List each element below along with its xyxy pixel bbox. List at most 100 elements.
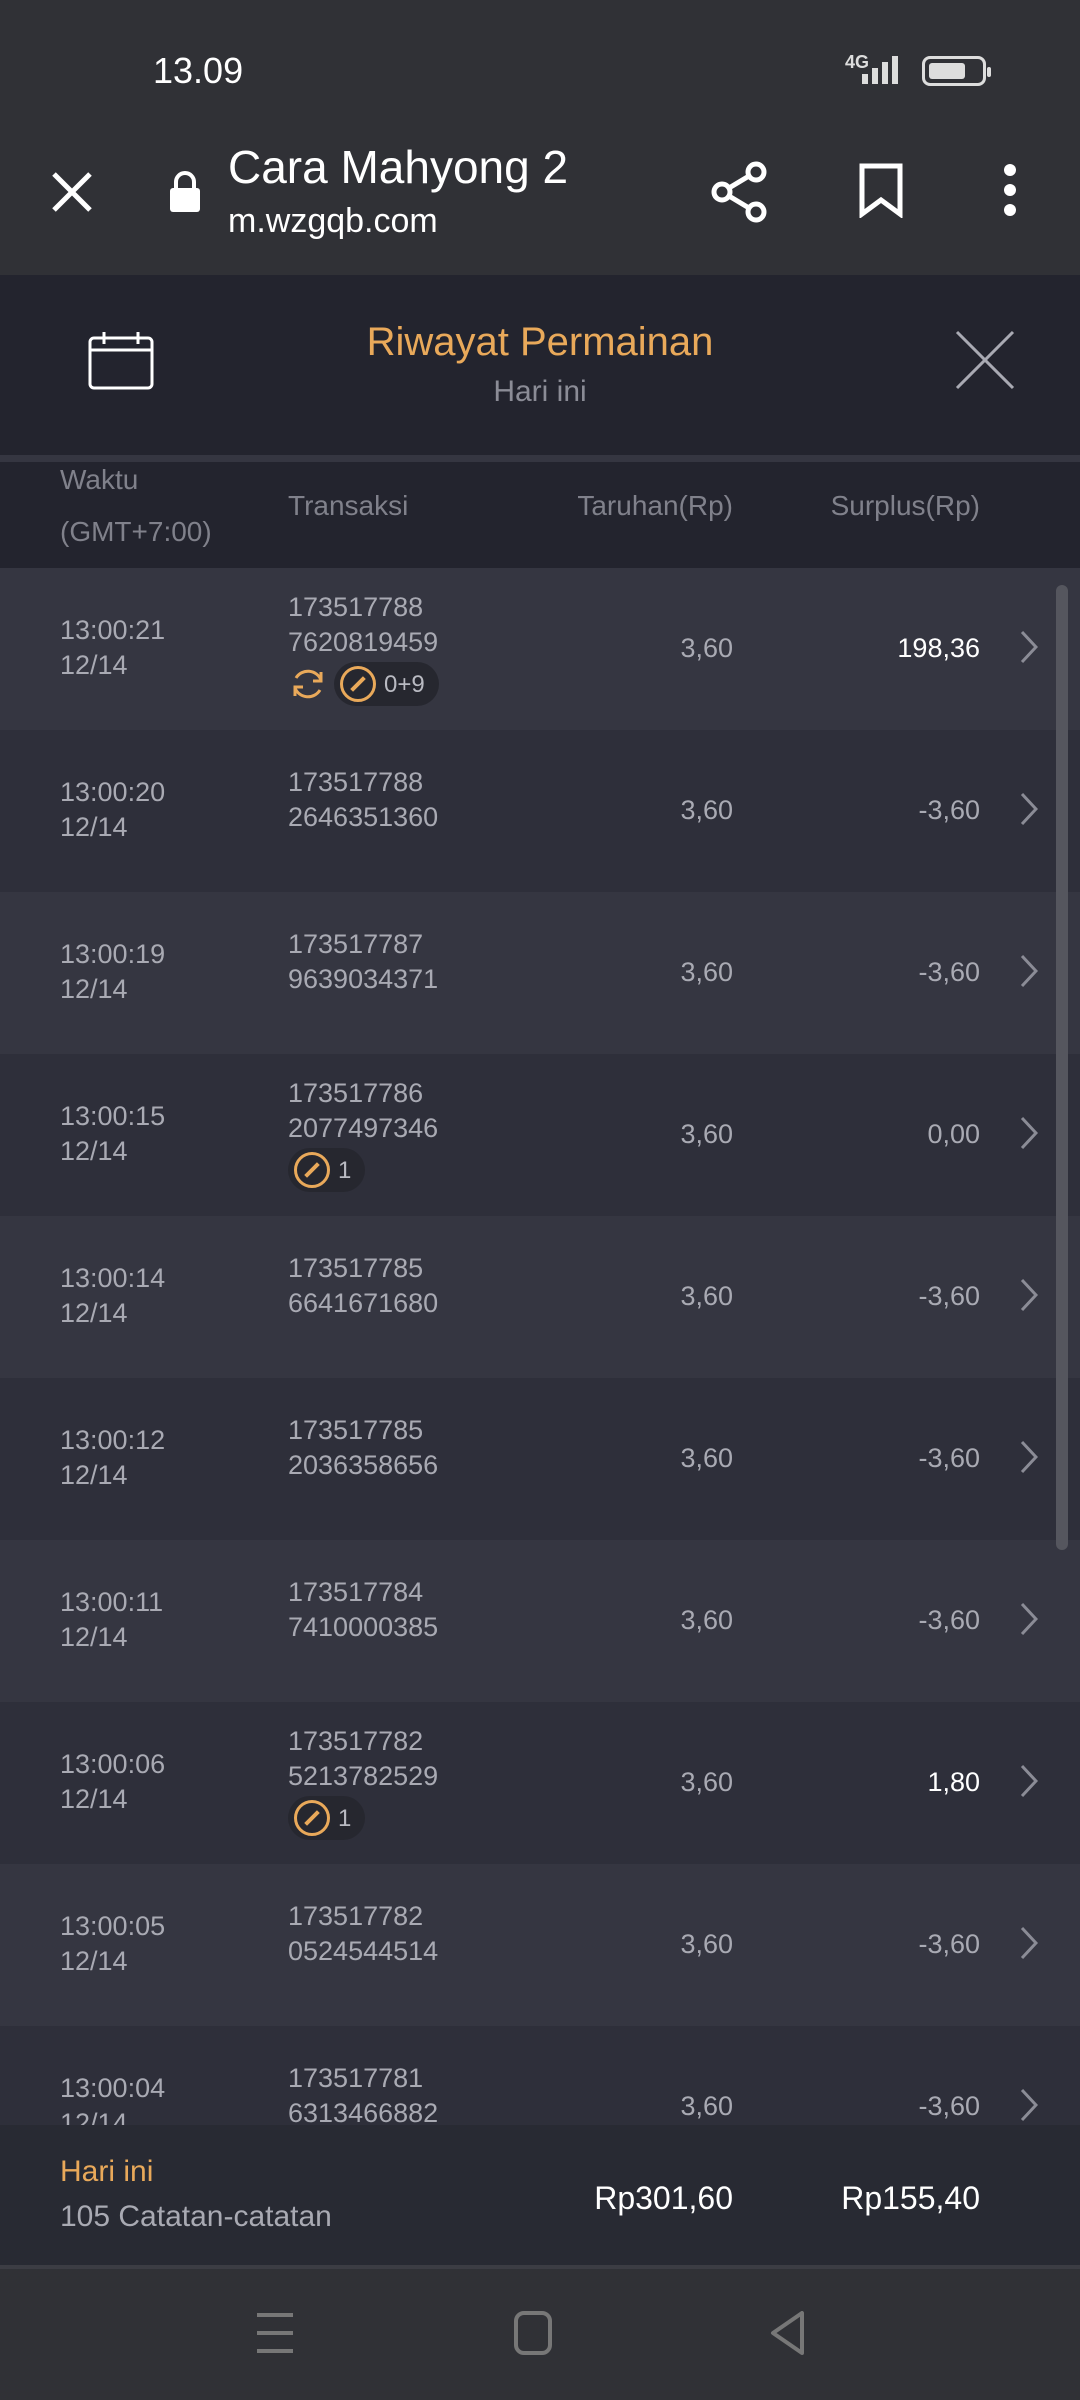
table-row[interactable]: 13:00:21 12/14 173517788 7620819459 0+9 3,60 1… [0,568,1080,730]
transaction-id-part2: 0524544514 [288,1936,439,1966]
time-value: 13:00:20 [60,777,166,807]
transaction-id-part2: 6313466882 [288,2098,439,2125]
row-bet: 3,60 [680,633,733,663]
transaction-id-part2: 6641671680 [288,1288,439,1318]
feature-badges: 1 [288,1148,438,1192]
row-surplus: -3,60 [918,1281,980,1311]
modal-subtitle: Hari ini [493,375,587,408]
table-row[interactable]: 13:00:14 12/14 173517785 6641671680 3,60 -3,6… [0,1216,1080,1378]
table-header: Waktu (GMT+7:00) Transaksi Taruhan(Rp) S… [0,462,1080,568]
row-surplus: -3,60 [918,795,980,825]
page-url[interactable]: m.wzgqb.com [228,202,438,240]
header-transaction: Transaksi [288,490,409,521]
chevron-right-icon[interactable] [1020,1926,1038,1960]
chevron-right-icon[interactable] [1020,2088,1038,2122]
date-value: 12/14 [60,1784,128,1814]
transaction-id-part1: 173517781 [288,2063,424,2093]
date-value: 12/14 [60,974,128,1004]
free-spin-badge: 1 [288,1796,366,1840]
header-surplus: Surplus(Rp) [830,490,980,521]
time-value: 13:00:06 [60,1749,166,1779]
row-surplus: -3,60 [918,1443,980,1473]
free-spin-icon [294,1800,330,1836]
badge-count: 1 [338,1156,352,1184]
row-time: 13:00:05 12/14 [60,1909,165,1979]
date-value: 12/14 [60,1622,128,1652]
date-value: 12/14 [60,650,128,680]
row-transaction: 173517788 2646351360 [288,765,438,835]
transaction-id-part2: 7620819459 [288,627,439,657]
chevron-right-icon[interactable] [1020,792,1038,826]
free-spin-icon [294,1152,330,1188]
date-value: 12/14 [60,1136,128,1166]
summary-period: Hari ini [60,2155,154,2188]
row-bet: 3,60 [680,1767,733,1797]
scrollbar[interactable] [1056,585,1068,1550]
transaction-id-part1: 173517787 [288,929,424,959]
table-row[interactable]: 13:00:11 12/14 173517784 7410000385 3,60 -3,6… [0,1540,1080,1702]
row-time: 13:00:14 12/14 [60,1261,165,1331]
browser-toolbar: Cara Mahyong 2 m.wzgqb.com [0,130,1080,275]
row-bet: 3,60 [680,1119,733,1149]
table-row[interactable]: 13:00:05 12/14 173517782 0524544514 3,60 -3,6… [0,1864,1080,2026]
share-icon[interactable] [710,160,770,224]
transaction-id-part2: 9639034371 [288,964,439,994]
chevron-right-icon[interactable] [1020,1116,1038,1150]
header-bet: Taruhan(Rp) [577,490,733,521]
summary-records: 105 Catatan-catatan [60,2200,332,2233]
chevron-right-icon[interactable] [1020,1278,1038,1312]
transaction-id-part1: 173517785 [288,1415,424,1445]
network-indicator: 4G [845,52,870,72]
row-time: 13:00:21 12/14 [60,613,165,683]
chevron-right-icon[interactable] [1020,1602,1038,1636]
row-bet: 3,60 [680,1281,733,1311]
chevron-right-icon[interactable] [1020,630,1038,664]
free-spin-badge: 0+9 [334,662,439,706]
bookmark-icon[interactable] [858,162,904,218]
row-transaction: 173517788 7620819459 0+9 [288,590,439,706]
feature-badges: 0+9 [288,662,439,706]
table-row[interactable]: 13:00:20 12/14 173517788 2646351360 3,60 -3,6… [0,730,1080,892]
time-value: 13:00:05 [60,1911,166,1941]
summary-total-bet: Rp301,60 [594,2180,733,2216]
transaction-id-part2: 7410000385 [288,1612,439,1642]
row-surplus: -3,60 [918,2091,980,2121]
date-value: 12/14 [60,1460,128,1490]
recent-apps-icon[interactable] [255,2311,295,2355]
more-options-icon[interactable] [998,162,1022,218]
free-spin-badge: 1 [288,1148,366,1192]
back-icon[interactable] [770,2311,806,2355]
row-surplus: 0,00 [927,1119,980,1149]
chevron-right-icon[interactable] [1020,954,1038,988]
home-icon[interactable] [514,2311,552,2355]
transaction-id-part1: 173517785 [288,1253,424,1283]
close-icon[interactable] [955,330,1015,390]
history-list: 13:00:21 12/14 173517788 7620819459 0+9 3,60 1… [0,568,1080,2125]
badge-count: 0+9 [384,670,425,698]
date-value: 12/14 [60,812,128,842]
divider [0,455,1080,462]
header-timezone: (GMT+7:00) [60,516,212,547]
feature-badges: 1 [288,1796,438,1840]
row-time: 13:00:06 12/14 [60,1747,165,1817]
chevron-right-icon[interactable] [1020,1764,1038,1798]
transaction-id-part2: 2077497346 [288,1113,439,1143]
row-surplus: -3,60 [918,1605,980,1635]
modal-title: Riwayat Permainan [366,320,714,364]
calendar-icon[interactable] [88,330,154,390]
row-surplus: -3,60 [918,1929,980,1959]
table-row[interactable]: 13:00:06 12/14 173517782 5213782529 1 3,60 1,8… [0,1702,1080,1864]
table-row[interactable]: 13:00:12 12/14 173517785 2036358656 3,60 -3,6… [0,1378,1080,1540]
lock-icon [170,171,200,212]
chevron-right-icon[interactable] [1020,1440,1038,1474]
row-surplus: 1,80 [927,1767,980,1797]
time-value: 13:00:12 [60,1425,166,1455]
table-row[interactable]: 13:00:04 12/14 173517781 6313466882 3,60 -3,6… [0,2026,1080,2125]
time-value: 13:00:19 [60,939,166,969]
transaction-id-part2: 5213782529 [288,1761,439,1791]
table-row[interactable]: 13:00:15 12/14 173517786 2077497346 1 3,60 0,0… [0,1054,1080,1216]
close-tab-icon[interactable] [50,170,94,214]
row-transaction: 173517782 5213782529 1 [288,1724,438,1840]
table-row[interactable]: 13:00:19 12/14 173517787 9639034371 3,60 -3,6… [0,892,1080,1054]
divider [0,2265,1080,2269]
